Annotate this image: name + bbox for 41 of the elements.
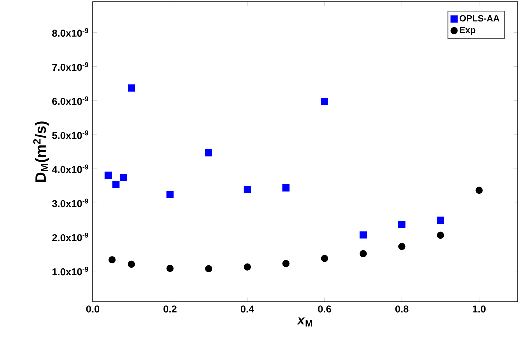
point [166, 265, 174, 272]
y-axis-title: D$_{M}$(m$^{2}$/s) [33, 122, 50, 182]
point [205, 265, 212, 273]
point [360, 232, 368, 239]
y-tick-label: 4.0x10$^{-9}$ [52, 164, 89, 174]
x-tick-label: 0.2 [164, 306, 177, 313]
y-tick-label: 5.0x10$^{-9}$ [52, 130, 89, 140]
point [398, 243, 406, 250]
point [244, 186, 252, 194]
point [282, 260, 290, 268]
y-tick-label: 2.0x10$^{-9}$ [52, 232, 89, 242]
point [244, 264, 252, 271]
point [437, 216, 444, 224]
point [128, 260, 136, 268]
point [112, 181, 120, 188]
point [120, 174, 128, 182]
x-axis-title: x$_{M}$ [297, 318, 312, 327]
point [205, 149, 212, 157]
point [128, 84, 136, 92]
x-tick-label: 0.8 [396, 306, 409, 313]
y-tick-label: 3.0x10$^{-9}$ [52, 198, 89, 208]
x-tick-label: 0.4 [241, 306, 254, 313]
point [398, 221, 406, 228]
point [108, 256, 116, 264]
x-tick-label: 1.0 [473, 306, 486, 313]
point [321, 98, 328, 106]
point [476, 186, 483, 194]
point [437, 232, 444, 240]
point [282, 184, 290, 192]
x-tick-label: 0.0 [86, 306, 100, 313]
legend-label: Exp [460, 27, 476, 36]
point [104, 172, 112, 180]
y-tick-label: 6.0x10$^{-9}$ [52, 96, 89, 106]
y-tick-label: 7.0x10$^{-9}$ [52, 62, 89, 72]
y-tick-label: 1.0x10$^{-9}$ [52, 267, 89, 276]
point [321, 255, 328, 262]
point [166, 191, 174, 199]
x-tick-label: 0.6 [318, 306, 332, 313]
legend-label: OPLS-AA [460, 15, 500, 22]
point [360, 250, 368, 258]
y-tick-label: 8.0x10$^{-9}$ [52, 28, 89, 37]
